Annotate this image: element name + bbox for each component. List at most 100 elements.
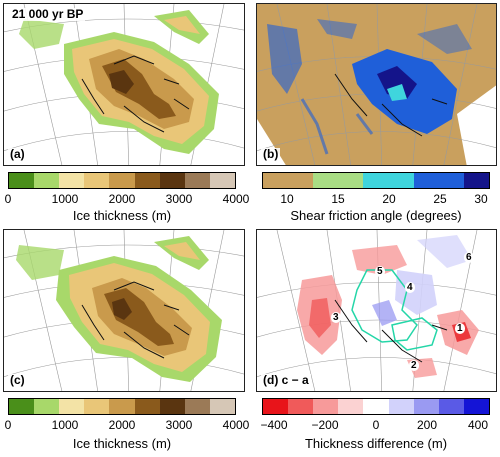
colorbar-swatch (159, 173, 185, 188)
colorbar-swatch (34, 173, 60, 188)
colorbar-swatch (184, 399, 210, 414)
coastlines (81, 55, 190, 133)
colorbar-swatch (59, 399, 85, 414)
tick-label: 15 (331, 192, 345, 206)
colorbar-swatch (338, 399, 364, 414)
highest-friction-zone (377, 66, 417, 99)
cordilleran-ice (19, 19, 64, 49)
colorbar-swatch (34, 399, 60, 414)
panel-b-label: (b) (261, 147, 281, 161)
colorbar-swatch (109, 399, 135, 414)
panel-a-ice-thickness-map: 21 000 yr BP (a) (3, 3, 245, 166)
region-number: 6 (464, 252, 474, 263)
tick-label: 0 (4, 192, 12, 206)
greenland-friction (417, 24, 472, 54)
colorbar-swatch (463, 173, 489, 188)
region-number: 4 (405, 282, 415, 293)
scattered-friction (300, 98, 374, 155)
colorbar-friction-angle (262, 172, 490, 189)
colorbar-swatch (413, 173, 439, 188)
arctic-friction (317, 19, 357, 39)
colorbar-friction-title: Shear friction angle (degrees) (290, 208, 462, 223)
panel-c-label: (c) (8, 373, 27, 387)
panel-d-label: (d) c − a (261, 373, 311, 387)
region-number: 2 (409, 360, 419, 371)
greenland-ice (164, 16, 200, 34)
colorbar-swatch (438, 399, 464, 414)
colorbar-ice-c-title: Ice thickness (m) (72, 436, 172, 451)
thinning-arctic (352, 245, 407, 275)
tick-label: 25 (433, 192, 447, 206)
tick-label: 3000 (165, 418, 193, 432)
thinning-cordillera-core (309, 298, 331, 338)
tick-label: 1000 (51, 192, 79, 206)
map-d-svg (257, 230, 496, 391)
colorbar-diff-title: Thickness difference (m) (304, 436, 448, 451)
region-number: 5 (375, 266, 385, 277)
ice-dome-core (109, 70, 134, 94)
comparison-margin-b (391, 317, 438, 351)
colorbar-swatch (413, 399, 439, 414)
colorbar-swatch (9, 173, 35, 188)
map-a-svg (4, 4, 244, 165)
greenland-ice (164, 242, 200, 260)
colorbar-swatch (438, 173, 464, 188)
tick-label: 2000 (108, 418, 136, 432)
comparison-margin-a (351, 269, 418, 343)
colorbar-swatch (463, 399, 489, 414)
thickening-zone (395, 270, 437, 315)
colorbar-swatch (338, 173, 364, 188)
panel-c-ice-thickness-map: (c) (3, 229, 245, 392)
colorbar-swatch (159, 399, 185, 414)
hudson-bay-friction (387, 84, 407, 101)
colorbar-ice-thickness-a (8, 172, 236, 189)
colorbar-swatch (134, 173, 160, 188)
region-number: 3 (331, 312, 341, 323)
tick-label: 3000 (165, 192, 193, 206)
colorbar-swatch (9, 399, 35, 414)
tick-label: 4000 (222, 192, 250, 206)
colorbar-swatch (363, 399, 389, 414)
tick-label: 1000 (51, 418, 79, 432)
tick-label: 0 (4, 418, 12, 432)
colorbar-swatch (263, 173, 289, 188)
coastlines (81, 281, 190, 359)
tick-label: 20 (382, 192, 396, 206)
colorbar-swatch (313, 399, 339, 414)
figure-title: 21 000 yr BP (10, 7, 86, 21)
colorbar-swatch (313, 173, 339, 188)
colorbar-swatch (209, 173, 235, 188)
panel-b-friction-map: (b) (256, 3, 497, 166)
colorbar-swatch (84, 399, 110, 414)
tick-label: 30 (474, 192, 488, 206)
tick-label: 0 (372, 418, 380, 432)
panel-d-difference-map: 1 2 3 4 5 6 (d) c − a (256, 229, 497, 392)
cordilleran-ice (16, 245, 64, 280)
colorbar-swatch (388, 399, 414, 414)
thickening-greenland (417, 235, 472, 268)
colorbar-swatch (288, 173, 314, 188)
tick-label: 4000 (222, 418, 250, 432)
map-b-svg (257, 4, 496, 165)
panel-a-label: (a) (8, 147, 27, 161)
map-c-svg (4, 230, 244, 391)
region-number: 1 (455, 323, 465, 334)
ice-dome-core (112, 298, 132, 320)
colorbar-swatch (363, 173, 389, 188)
tick-label: 2000 (108, 192, 136, 206)
thickening-zone-core (372, 300, 397, 326)
colorbar-swatch (134, 399, 160, 414)
coastlines (334, 73, 448, 137)
tick-label: 400 (467, 418, 489, 432)
cordillera-friction (267, 24, 302, 94)
colorbar-swatch (209, 399, 235, 414)
tick-label: 200 (416, 418, 438, 432)
colorbar-swatch (184, 173, 210, 188)
colorbar-swatch (288, 399, 314, 414)
colorbar-swatch (84, 173, 110, 188)
colorbar-ice-thickness-c (8, 398, 236, 415)
colorbar-ice-a-title: Ice thickness (m) (72, 208, 172, 223)
colorbar-swatch (109, 173, 135, 188)
colorbar-swatch (263, 399, 289, 414)
tick-label: −200 (311, 418, 339, 432)
